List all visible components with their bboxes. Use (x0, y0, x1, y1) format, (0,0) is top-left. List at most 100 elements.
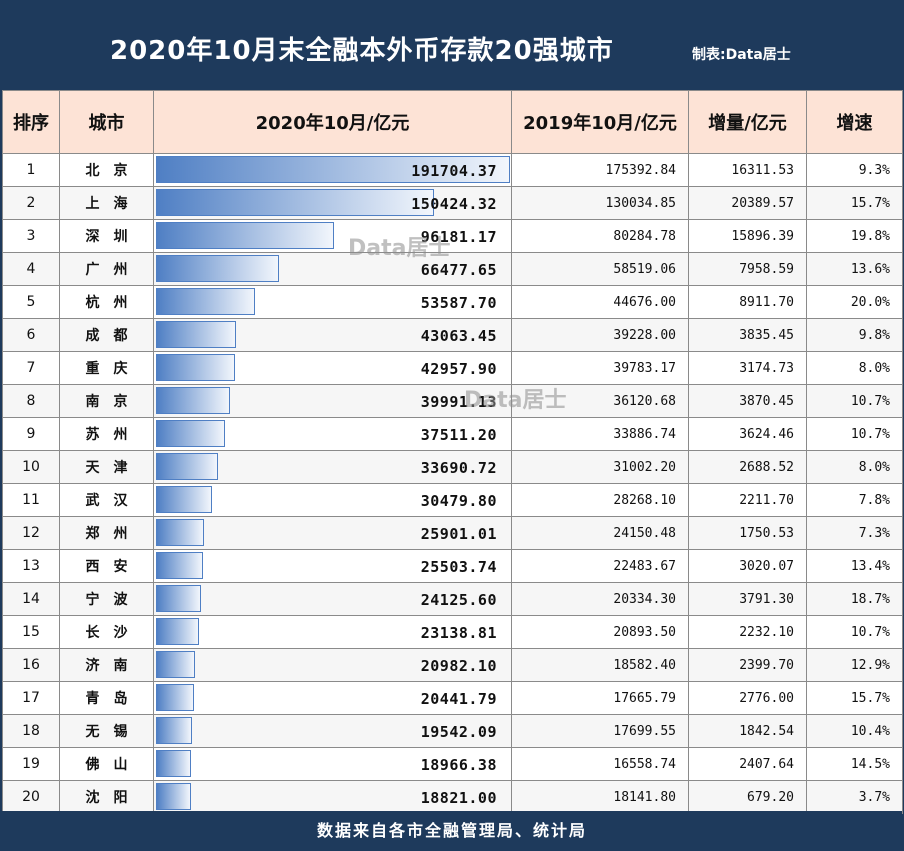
bar-cell: 53587.70 (153, 285, 512, 319)
rank-cell: 16 (2, 648, 60, 682)
data-bar (156, 585, 201, 612)
value-2019-cell: 44676.00 (511, 285, 689, 319)
table-row: 8 南京 39991.13 36120.68 3870.45 10.7% (2, 384, 903, 418)
col-header-rank: 排序 (2, 90, 60, 154)
bar-cell: 33690.72 (153, 450, 512, 484)
title-banner: 2020年10月末全融本外币存款20强城市 制表:Data居士 (2, 2, 902, 90)
bar-value-label: 39991.13 (420, 393, 497, 411)
city-cell: 杭州 (59, 285, 154, 319)
data-bar (156, 189, 434, 216)
bar-cell: 43063.45 (153, 318, 512, 352)
increase-cell: 7958.59 (688, 252, 807, 286)
bar-value-label: 53587.70 (420, 294, 497, 312)
bar-cell: 24125.60 (153, 582, 512, 616)
bar-cell: 20441.79 (153, 681, 512, 715)
bar-cell: 18821.00 (153, 780, 512, 814)
bar-value-label: 37511.20 (420, 426, 497, 444)
growth-cell: 10.7% (806, 615, 903, 649)
bar-cell: 150424.32 (153, 186, 512, 220)
rank-cell: 6 (2, 318, 60, 352)
city-cell: 重庆 (59, 351, 154, 385)
growth-cell: 7.8% (806, 483, 903, 517)
bar-cell: 42957.90 (153, 351, 512, 385)
city-cell: 宁波 (59, 582, 154, 616)
table-row: 10 天津 33690.72 31002.20 2688.52 8.0% (2, 450, 903, 484)
table-row: 4 广州 66477.65 58519.06 7958.59 13.6% (2, 252, 903, 286)
rank-cell: 2 (2, 186, 60, 220)
rank-cell: 1 (2, 153, 60, 187)
data-table: 排序 城市 2020年10月/亿元 2019年10月/亿元 增量/亿元 增速 1… (2, 90, 903, 814)
table-body: 1 北京 191704.37 175392.84 16311.53 9.3% 2 上海 1504… (2, 153, 903, 814)
rank-cell: 12 (2, 516, 60, 550)
bar-value-label: 18821.00 (420, 789, 497, 807)
growth-cell: 20.0% (806, 285, 903, 319)
value-2019-cell: 175392.84 (511, 153, 689, 187)
source-footer: 数据来自各市全融管理局、统计局 (2, 811, 902, 851)
city-cell: 沈阳 (59, 780, 154, 814)
value-2019-cell: 28268.10 (511, 483, 689, 517)
city-cell: 苏州 (59, 417, 154, 451)
data-bar (156, 420, 225, 447)
city-cell: 无锡 (59, 714, 154, 748)
city-cell: 深圳 (59, 219, 154, 253)
data-bar (156, 783, 191, 810)
data-bar (156, 156, 510, 183)
bar-value-label: 19542.09 (420, 723, 497, 741)
table-row: 9 苏州 37511.20 33886.74 3624.46 10.7% (2, 417, 903, 451)
col-header-2020: 2020年10月/亿元 (153, 90, 512, 154)
bar-cell: 20982.10 (153, 648, 512, 682)
bar-cell: 23138.81 (153, 615, 512, 649)
chart-title: 2020年10月末全融本外币存款20强城市 (110, 36, 614, 66)
rank-cell: 9 (2, 417, 60, 451)
bar-value-label: 43063.45 (420, 327, 497, 345)
data-bar (156, 387, 230, 414)
growth-cell: 14.5% (806, 747, 903, 781)
data-bar (156, 651, 195, 678)
growth-cell: 10.4% (806, 714, 903, 748)
rank-cell: 7 (2, 351, 60, 385)
rank-cell: 3 (2, 219, 60, 253)
bar-value-label: 25503.74 (420, 558, 497, 576)
growth-cell: 10.7% (806, 384, 903, 418)
table-row: 6 成都 43063.45 39228.00 3835.45 9.8% (2, 318, 903, 352)
increase-cell: 3174.73 (688, 351, 807, 385)
city-cell: 上海 (59, 186, 154, 220)
city-cell: 长沙 (59, 615, 154, 649)
table-row: 13 西安 25503.74 22483.67 3020.07 13.4% (2, 549, 903, 583)
bar-value-label: 30479.80 (420, 492, 497, 510)
growth-cell: 3.7% (806, 780, 903, 814)
bar-value-label: 25901.01 (420, 525, 497, 543)
data-bar (156, 519, 204, 546)
city-cell: 武汉 (59, 483, 154, 517)
rank-cell: 5 (2, 285, 60, 319)
table-row: 18 无锡 19542.09 17699.55 1842.54 10.4% (2, 714, 903, 748)
increase-cell: 2211.70 (688, 483, 807, 517)
increase-cell: 2688.52 (688, 450, 807, 484)
bar-cell: 191704.37 (153, 153, 512, 187)
bar-value-label: 20441.79 (420, 690, 497, 708)
city-cell: 北京 (59, 153, 154, 187)
bar-value-label: 191704.37 (411, 162, 497, 180)
value-2019-cell: 17665.79 (511, 681, 689, 715)
growth-cell: 18.7% (806, 582, 903, 616)
increase-cell: 679.20 (688, 780, 807, 814)
increase-cell: 3835.45 (688, 318, 807, 352)
increase-cell: 2776.00 (688, 681, 807, 715)
city-cell: 广州 (59, 252, 154, 286)
col-header-2019: 2019年10月/亿元 (511, 90, 689, 154)
growth-cell: 10.7% (806, 417, 903, 451)
growth-cell: 13.4% (806, 549, 903, 583)
city-cell: 郑州 (59, 516, 154, 550)
bar-value-label: 20982.10 (420, 657, 497, 675)
rank-cell: 14 (2, 582, 60, 616)
table-row: 16 济南 20982.10 18582.40 2399.70 12.9% (2, 648, 903, 682)
bar-cell: 18966.38 (153, 747, 512, 781)
value-2019-cell: 24150.48 (511, 516, 689, 550)
table-row: 20 沈阳 18821.00 18141.80 679.20 3.7% (2, 780, 903, 814)
data-bar (156, 321, 236, 348)
rank-cell: 10 (2, 450, 60, 484)
credit-label: 制表:Data居士 (692, 47, 791, 63)
increase-cell: 2232.10 (688, 615, 807, 649)
bar-value-label: 96181.17 (420, 228, 497, 246)
value-2019-cell: 39228.00 (511, 318, 689, 352)
